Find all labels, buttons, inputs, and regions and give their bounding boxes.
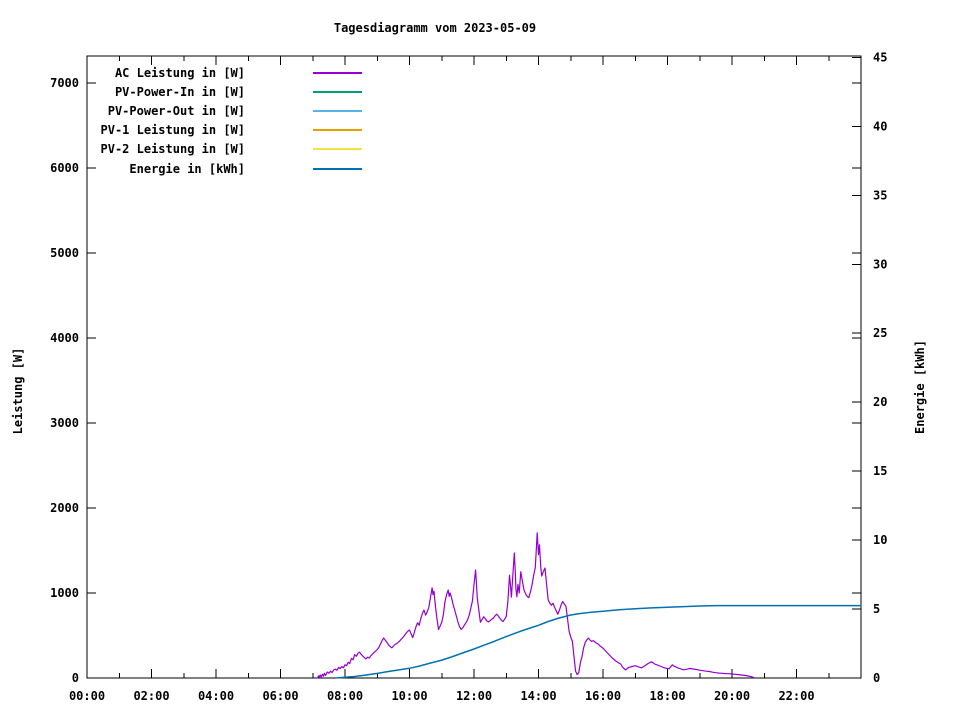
y2-tick-label: 45	[873, 50, 887, 64]
y2-tick-label: 15	[873, 464, 887, 478]
legend-line-swatch	[313, 129, 362, 132]
y2-tick-label: 30	[873, 257, 887, 271]
legend-line-swatch	[313, 71, 362, 74]
legend-item-5: Energie in [kWh]	[0, 159, 362, 178]
y2-tick-label: 0	[873, 671, 880, 685]
chart-title: Tagesdiagramm vom 2023-05-09	[333, 21, 537, 35]
series-line-0	[317, 532, 755, 679]
x-tick-label: 02:00	[133, 689, 169, 703]
y2-tick-label: 20	[873, 395, 887, 409]
y-tick-label: 1000	[50, 586, 79, 600]
y2-tick-label: 5	[873, 602, 880, 616]
x-tick-label: 16:00	[585, 689, 621, 703]
x-tick-label: 10:00	[391, 689, 427, 703]
x-tick-label: 08:00	[327, 689, 363, 703]
legend-line-swatch	[313, 167, 362, 170]
y-tick-label: 0	[72, 671, 79, 685]
series-line-5	[336, 604, 862, 679]
legend-item-3: PV-1 Leistung in [W]	[0, 121, 362, 140]
x-tick-label: 22:00	[778, 689, 814, 703]
x-tick-label: 04:00	[198, 689, 234, 703]
legend: AC Leistung in [W] PV-Power-In in [W] PV-P…	[0, 63, 362, 178]
legend-item-2: PV-Power-Out in [W]	[0, 101, 362, 120]
y-tick-label: 6000	[50, 161, 79, 175]
x-tick-label: 14:00	[520, 689, 556, 703]
y-tick-label: 4000	[50, 331, 79, 345]
y2-tick-label: 35	[873, 188, 887, 202]
legend-item-label: AC Leistung in [W]	[114, 65, 245, 80]
y2-tick-label: 25	[873, 326, 887, 340]
y2-tick-label: 10	[873, 533, 887, 547]
legend-item-1: PV-Power-In in [W]	[0, 82, 362, 101]
x-tick-label: 06:00	[262, 689, 298, 703]
x-axis-ticks: 00:00 02:00 04:00 06:00 08:00 10:00 12:00 14:00…	[69, 56, 830, 703]
legend-line-swatch	[313, 90, 362, 93]
x-tick-label: 12:00	[456, 689, 492, 703]
legend-item-label: Energie in [kWh]	[129, 161, 245, 176]
y2-tick-label: 40	[873, 119, 887, 133]
x-tick-label: 18:00	[649, 689, 685, 703]
legend-item-label: PV-Power-Out in [W]	[107, 103, 245, 118]
y-tick-label: 7000	[50, 76, 79, 90]
x-tick-label: 00:00	[69, 689, 105, 703]
y-tick-label: 2000	[50, 501, 79, 515]
y2-axis-ticks-energie: 0 5 10 15 20 25 30 35 40 45	[852, 50, 887, 685]
x-tick-label: 20:00	[714, 689, 750, 703]
y-tick-label: 5000	[50, 246, 79, 260]
legend-item-label: PV-Power-In in [W]	[114, 84, 245, 99]
legend-item-4: PV-2 Leistung in [W]	[0, 140, 362, 159]
y-axis-ticks-leistung: 0 1000 2000 3000 4000 5000 6000 7000	[50, 76, 861, 685]
legend-line-swatch	[313, 148, 362, 151]
legend-item-label: PV-1 Leistung in [W]	[100, 123, 246, 138]
data-series	[317, 532, 862, 679]
legend-item-0: AC Leistung in [W]	[0, 63, 362, 82]
legend-item-label: PV-2 Leistung in [W]	[100, 142, 246, 157]
legend-line-swatch	[313, 109, 362, 112]
y-tick-label: 3000	[50, 416, 79, 430]
